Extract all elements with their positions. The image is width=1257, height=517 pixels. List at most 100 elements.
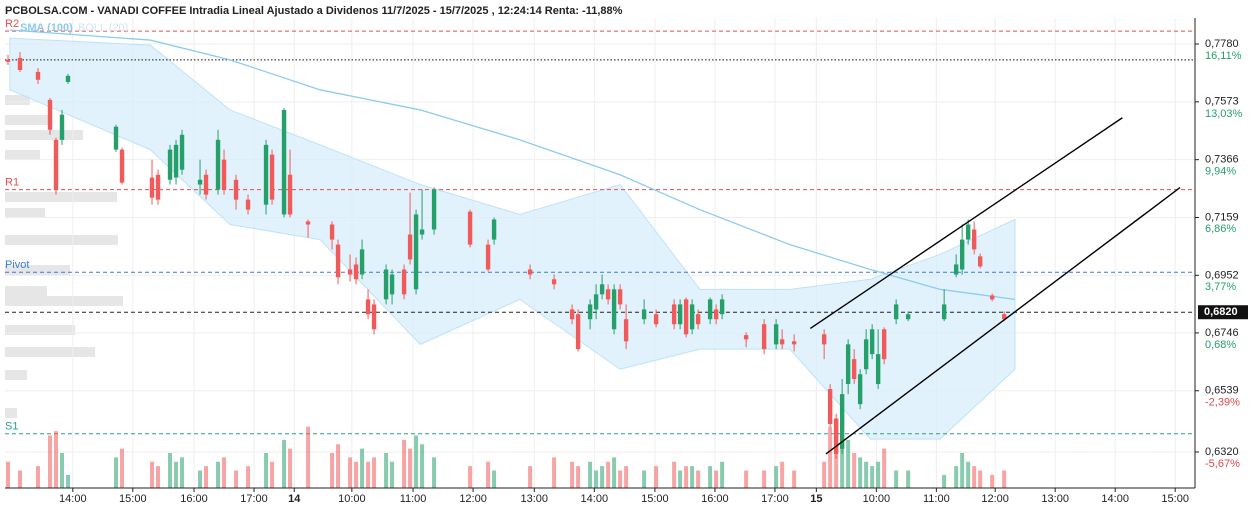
y-tick-label: 0,7366 xyxy=(1205,154,1239,166)
y2-tick-label: -5,67% xyxy=(1205,458,1240,470)
candle-body xyxy=(845,344,851,385)
volume-bar xyxy=(606,461,611,488)
volume-bar xyxy=(972,466,977,488)
candle-body xyxy=(383,269,389,300)
y-tick-label: 0,6320 xyxy=(1205,446,1239,458)
candle-body xyxy=(47,99,53,130)
candle-body xyxy=(263,144,269,205)
volume-bar xyxy=(780,461,785,488)
volume-bar xyxy=(246,466,251,488)
y2-tick-label: 0,68% xyxy=(1205,339,1236,351)
candle-body xyxy=(401,269,407,295)
candle-body xyxy=(587,304,593,320)
x-tick-label: 16:00 xyxy=(701,493,729,505)
volume-bar xyxy=(846,439,851,488)
candle-body xyxy=(977,256,983,267)
x-tick-label: 16:00 xyxy=(180,493,208,505)
chart-title: PCBOLSA.COM - VANADI COFFEE Intradia Lin… xyxy=(5,5,623,17)
volume-bar xyxy=(420,444,425,488)
candle-body xyxy=(233,179,239,200)
volume-bar xyxy=(492,470,497,488)
candle-body xyxy=(173,144,179,178)
candle-body xyxy=(653,314,659,325)
candle-body xyxy=(605,289,611,300)
volume-bar xyxy=(360,448,365,488)
volume-bar xyxy=(222,457,227,488)
candle-body xyxy=(881,329,887,360)
volume-bar xyxy=(468,466,473,488)
candle-body xyxy=(611,289,617,330)
volume-bar xyxy=(120,448,125,488)
y-tick-label: 0,6746 xyxy=(1205,327,1239,339)
x-tick-label: 12:00 xyxy=(981,493,1009,505)
candle-body xyxy=(869,329,875,355)
volume-bar xyxy=(150,461,155,488)
volume-bar xyxy=(684,466,689,488)
volume-bar xyxy=(954,466,959,488)
volume-bar xyxy=(690,466,695,488)
profile-bar xyxy=(5,370,27,380)
level-label: Pivot xyxy=(5,259,29,271)
profile-bar xyxy=(5,347,95,357)
volume-bar xyxy=(366,461,371,488)
volume-bar xyxy=(552,457,557,488)
candle-body xyxy=(371,304,377,330)
candle-body xyxy=(287,174,293,215)
candle-body xyxy=(53,139,59,190)
volume-bar xyxy=(216,461,221,488)
candle-body xyxy=(245,199,251,210)
volume-bar xyxy=(18,470,23,488)
profile-bar xyxy=(5,286,47,296)
volume-bar xyxy=(234,470,239,488)
candle-body xyxy=(413,214,419,290)
y2-tick-label: 3,77% xyxy=(1205,281,1236,293)
volume-bar xyxy=(60,453,65,488)
profile-bar xyxy=(5,192,117,202)
volume-bar xyxy=(642,470,647,488)
volume-bar xyxy=(840,435,845,488)
profile-bar xyxy=(5,325,75,335)
volume-bar xyxy=(348,457,353,488)
candle-body xyxy=(155,174,161,200)
y-tick-label: 0,7780 xyxy=(1205,38,1239,50)
candle-body xyxy=(617,289,623,305)
candle-body xyxy=(17,57,23,70)
x-tick-label: 10:00 xyxy=(338,493,366,505)
volume-bar xyxy=(180,457,185,488)
profile-bar xyxy=(5,208,45,218)
profile-bar xyxy=(5,296,123,306)
candle-body xyxy=(791,341,797,345)
x-tick-label: 14:00 xyxy=(59,493,87,505)
profile-bar xyxy=(5,115,50,125)
x-tick-label: 14:00 xyxy=(1101,493,1129,505)
volume-bar xyxy=(612,457,617,488)
candle-body xyxy=(851,359,857,380)
level-label: R2 xyxy=(5,18,19,30)
candle-body xyxy=(623,319,629,342)
x-tick-label: 13:00 xyxy=(521,493,549,505)
volume-profile xyxy=(5,95,123,418)
candle-body xyxy=(119,149,125,183)
x-tick-label: 15 xyxy=(810,493,822,505)
y-tick-label: 0,7159 xyxy=(1205,211,1239,223)
candle-body xyxy=(719,299,725,315)
volume-bar xyxy=(870,466,875,488)
volume-bar xyxy=(624,466,629,488)
candle-body xyxy=(677,304,683,325)
volume-bar xyxy=(306,426,311,488)
candle-body xyxy=(905,314,911,320)
volume-bar xyxy=(594,470,599,488)
candle-body xyxy=(827,389,833,425)
y-tick-label: 0,6539 xyxy=(1205,385,1239,397)
volume-bar xyxy=(696,470,701,488)
candle-body xyxy=(1001,314,1007,320)
candle-body xyxy=(689,304,695,330)
candle-body xyxy=(875,354,881,385)
candle-body xyxy=(467,211,473,245)
volume-bar xyxy=(330,453,335,488)
candle-body xyxy=(833,418,839,454)
candle-body xyxy=(215,139,221,190)
volume-bar xyxy=(54,431,59,488)
volume-bar xyxy=(708,466,713,488)
